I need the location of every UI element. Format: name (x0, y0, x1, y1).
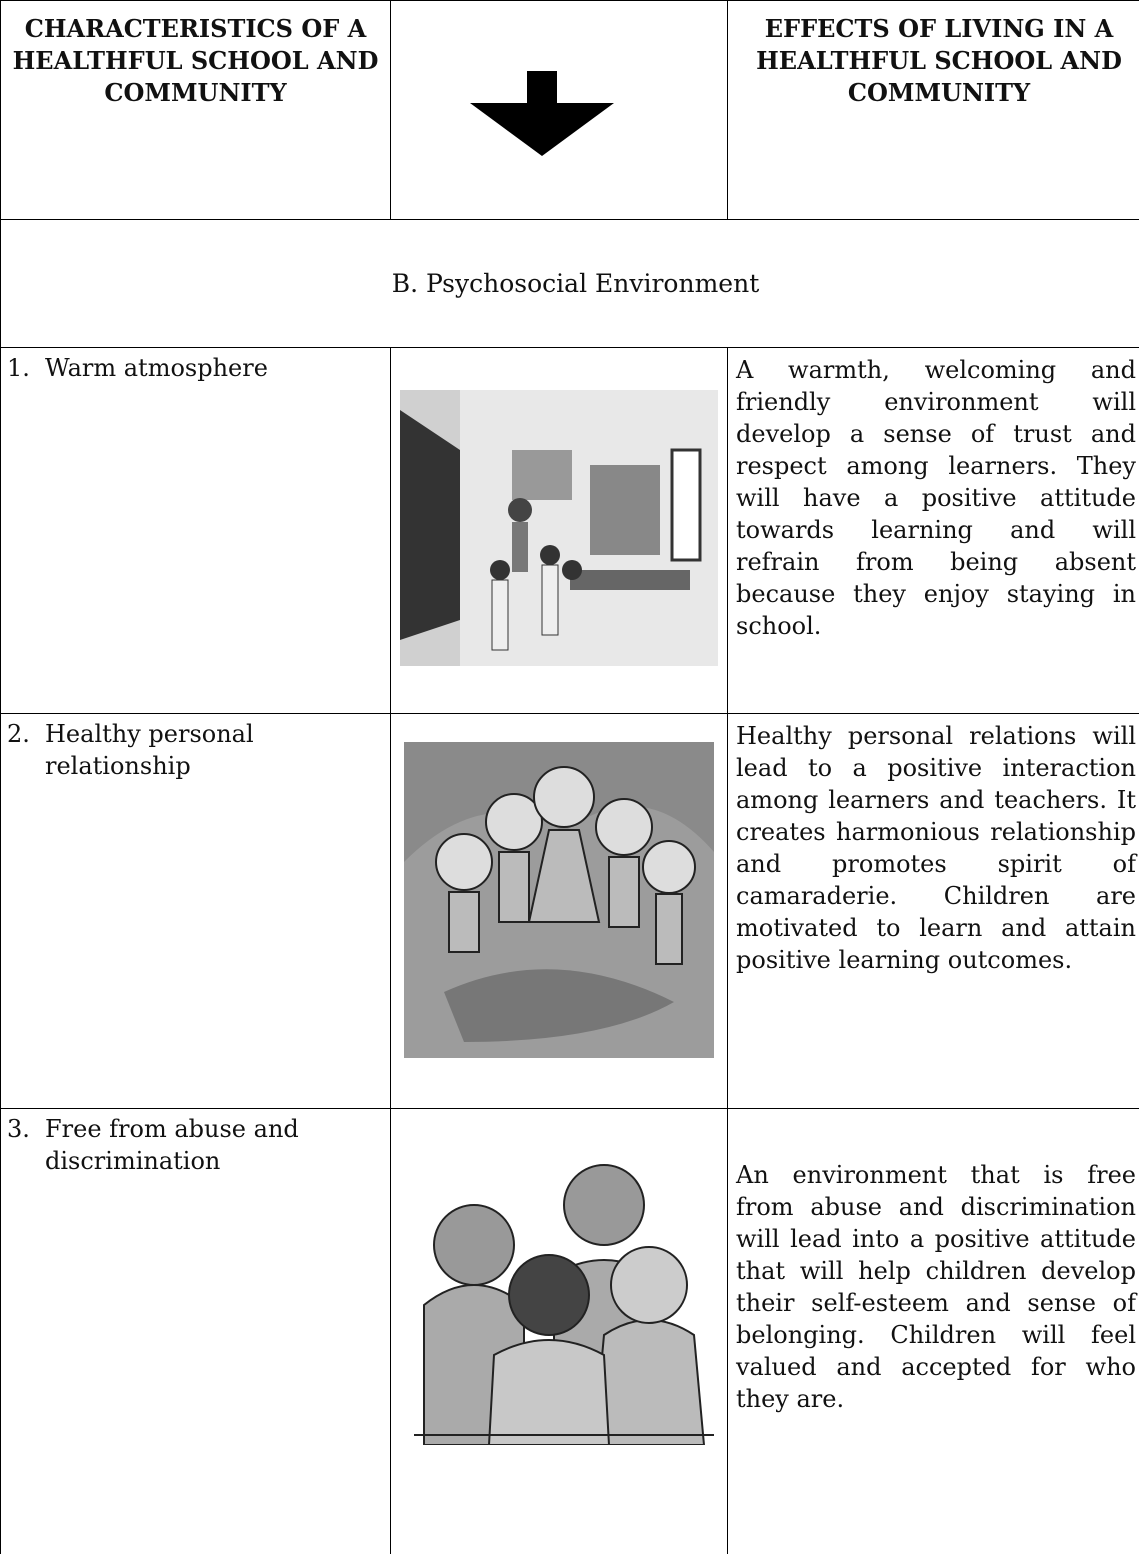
effect-cell: A warmth, welcoming and friendly environ… (728, 348, 1139, 714)
effect: Healthy personal relations will lead to … (736, 722, 1136, 974)
header-row: CHARACTERISTICS OF A HEALTHFUL SCHOOL AN… (1, 1, 1139, 220)
effect: A warmth, welcoming and friendly environ… (736, 356, 1136, 640)
image-cell (391, 348, 728, 714)
effect-cell: Healthy personal relations will lead to … (728, 714, 1139, 1109)
children-illustration (404, 742, 714, 1058)
header-text: EFFECTS OF LIVING IN A HEALTHFUL SCHOOL … (756, 14, 1122, 107)
char-cell: 3.Free from abuse and discrimination (1, 1109, 391, 1554)
image-cell (391, 1109, 728, 1554)
header-text: CHARACTERISTICS OF A HEALTHFUL SCHOOL AN… (13, 14, 379, 107)
header-cell: CHARACTERISTICS OF A HEALTHFUL SCHOOL AN… (1, 1, 391, 220)
group-illustration (404, 1135, 714, 1445)
item-number: 2. (7, 718, 45, 782)
char-cell: 1.Warm atmosphere (1, 348, 391, 714)
characteristic: Free from abuse and discrimination (45, 1113, 390, 1177)
down-arrow (391, 1, 728, 211)
section-title: B. Psychosocial Environment (392, 269, 759, 298)
characteristic: Healthy personal relationship (45, 718, 390, 782)
section-cell: B. Psychosocial Environment (1, 220, 1139, 348)
characteristic: Warm atmosphere (45, 352, 268, 384)
effect-cell: An environment that is free from abuse a… (728, 1109, 1139, 1554)
header-cell: EFFECTS OF LIVING IN A HEALTHFUL SCHOOL … (728, 1, 1139, 220)
char-cell: 2.Healthy personal relationship (1, 714, 391, 1109)
item-number: 1. (7, 352, 45, 384)
item-number: 3. (7, 1113, 45, 1177)
classroom-illustration (400, 390, 718, 666)
arrow-cell (391, 1, 728, 220)
effect: An environment that is free from abuse a… (736, 1161, 1136, 1413)
image-cell (391, 714, 728, 1109)
